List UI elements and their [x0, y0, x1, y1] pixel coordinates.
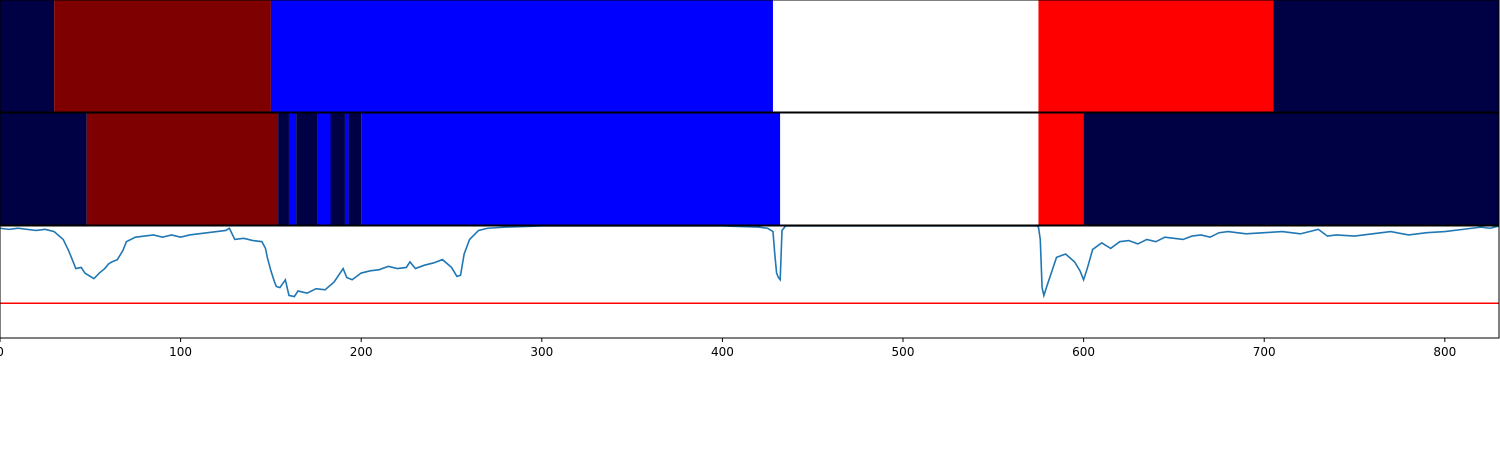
- ground-truth-segment: [1038, 0, 1274, 112]
- x-axis: 0 100 200 300 400 500 600 700 800: [0, 338, 1456, 359]
- ground-truth-row: [0, 0, 1499, 112]
- prediction-segment: [348, 113, 362, 225]
- x-tick-label: 500: [892, 345, 915, 359]
- prediction-segment: [344, 113, 349, 225]
- prediction-segment: [0, 113, 87, 225]
- x-tick-label: 400: [711, 345, 734, 359]
- prediction-segment: [296, 113, 318, 225]
- confidence-line: [0, 226, 1499, 299]
- x-tick-label: 600: [1072, 345, 1095, 359]
- x-tick-label: 200: [350, 345, 373, 359]
- prediction-segment: [1083, 113, 1499, 225]
- prediction-segment: [317, 113, 331, 225]
- prediction-frame: [0, 112, 1500, 226]
- x-tick-label: 100: [169, 345, 192, 359]
- ground-truth-segment: [54, 0, 271, 112]
- x-tick-label: 700: [1253, 345, 1276, 359]
- confidence-frame: [0, 225, 1500, 339]
- prediction-row: [0, 113, 1499, 225]
- ground-truth-segment: [270, 0, 773, 112]
- prediction-segment: [278, 113, 289, 225]
- prediction-segment: [86, 113, 279, 225]
- ground-truth-segment: [1273, 0, 1499, 112]
- x-tick-label: 0: [0, 345, 4, 359]
- prediction-segment: [780, 113, 1039, 225]
- x-tick-label: 800: [1433, 345, 1456, 359]
- prediction-segment: [330, 113, 345, 225]
- prediction-segment: [1038, 113, 1084, 225]
- ground-truth-frame: [0, 0, 1500, 113]
- prediction-segment: [288, 113, 297, 225]
- prediction-segment: [361, 113, 781, 225]
- x-tick-label: 300: [530, 345, 553, 359]
- confidence-panel: [0, 225, 1500, 339]
- ground-truth-segment: [0, 0, 55, 112]
- ground-truth-segment: [772, 0, 1039, 112]
- confidence-panel-background: [0, 226, 1499, 338]
